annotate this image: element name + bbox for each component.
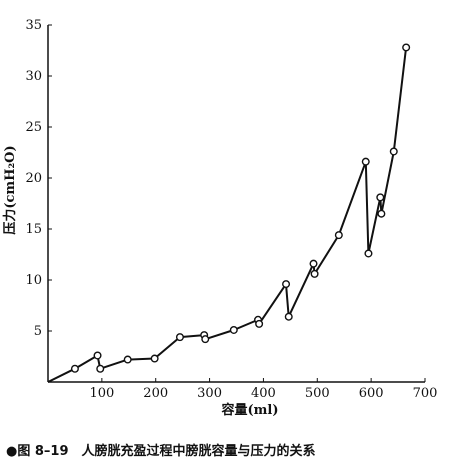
x-tick-label: 700: [413, 386, 438, 401]
data-point: [361, 157, 370, 166]
y-tick-label: 35: [25, 18, 42, 33]
y-tick-label: 20: [25, 171, 42, 186]
x-tick-label: 100: [89, 386, 114, 401]
data-point: [284, 312, 293, 321]
data-point: [402, 43, 411, 52]
y-tick-label: 25: [25, 120, 42, 135]
data-point: [364, 249, 373, 258]
data-point: [309, 259, 318, 268]
x-axis-label: 容量(ml): [221, 402, 279, 418]
data-point: [282, 280, 291, 289]
x-tick-label: 300: [197, 386, 222, 401]
data-point: [334, 231, 343, 240]
data-point: [229, 325, 238, 334]
data-point: [123, 355, 132, 364]
data-point: [175, 333, 184, 342]
data-point: [70, 364, 79, 373]
data-point: [255, 319, 264, 328]
data-point: [96, 364, 105, 373]
data-point: [389, 147, 398, 156]
y-tick-label: 30: [25, 69, 42, 84]
y-axis-label: 压力(cmH₂O): [2, 145, 18, 234]
series-line: [47, 47, 408, 383]
y-tick-label: 10: [25, 273, 42, 288]
data-point: [310, 269, 319, 278]
figure-caption: ●图 8–19 人膀胱充盈过程中膀胱容量与压力的关系: [6, 444, 316, 459]
data-series: [47, 43, 411, 383]
data-point: [93, 351, 102, 360]
data-point: [201, 335, 210, 344]
x-tick-label: 400: [251, 386, 276, 401]
axes: [47, 24, 426, 383]
y-tick-label: 5: [34, 324, 42, 339]
tick-labels: 100 200 300 400 500 600 700 5 10 15 20 25 30 35: [25, 18, 437, 401]
x-tick-label: 500: [305, 386, 330, 401]
data-point: [150, 354, 159, 363]
data-point: [377, 209, 386, 218]
data-point: [376, 193, 385, 202]
y-tick-label: 15: [25, 222, 42, 237]
x-tick-label: 600: [359, 386, 384, 401]
x-tick-label: 200: [143, 386, 168, 401]
